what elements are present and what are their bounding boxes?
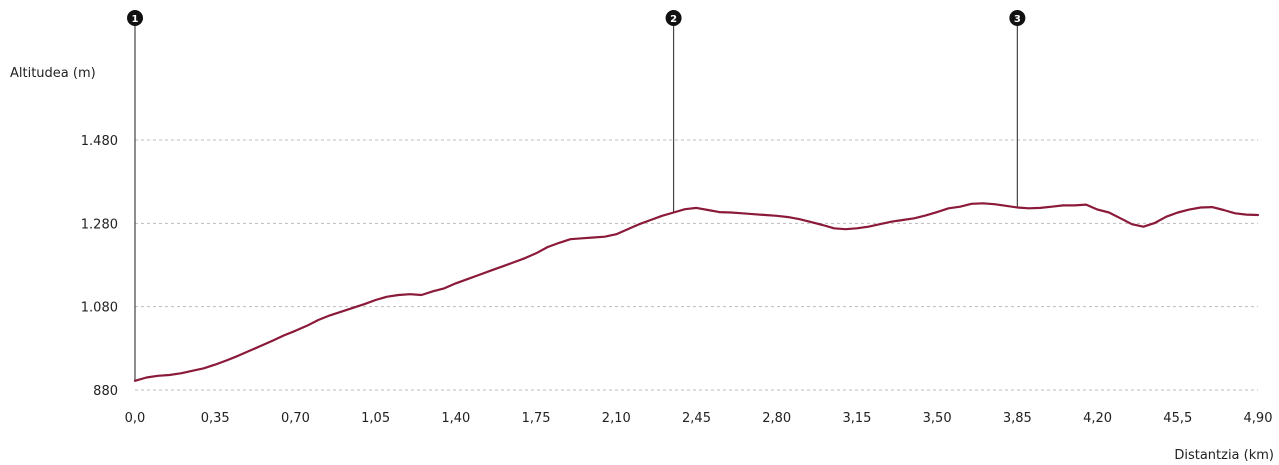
y-tick-label: 1.280 <box>81 217 118 232</box>
waypoint-badge <box>665 10 682 26</box>
x-tick-label: 1,05 <box>361 411 390 426</box>
x-tick-label: 3,85 <box>1003 411 1032 426</box>
waypoint-marker-1: 1 <box>127 10 143 381</box>
y-tick-label: 1.480 <box>81 134 118 149</box>
x-tick-label: 1,40 <box>441 411 470 426</box>
x-tick-labels: 0,0 0,35 0,70 1,05 1,40 1,75 2,10 2,45 2,80 3,15 3… <box>125 411 1273 426</box>
x-tick-label: 0,70 <box>281 411 310 426</box>
x-axis-label: Distantzia (km) <box>1174 448 1274 463</box>
waypoint-number: 2 <box>670 14 677 25</box>
waypoint-marker-2: 2 <box>665 10 682 213</box>
y-tick-label: 880 <box>93 384 118 399</box>
x-tick-label: 2,80 <box>762 411 791 426</box>
y-axis-label: Altitudea (m) <box>10 66 96 81</box>
waypoint-markers: 1 2 3 <box>127 10 1026 381</box>
x-tick-label: 0,0 <box>125 411 146 426</box>
waypoint-marker-3: 3 <box>1009 10 1026 208</box>
x-tick-label: 3,15 <box>842 411 871 426</box>
x-tick-label: 1,75 <box>522 411 551 426</box>
x-tick-label: 0,35 <box>201 411 230 426</box>
waypoint-number: 3 <box>1014 14 1021 25</box>
x-tick-label: 2,10 <box>602 411 631 426</box>
x-tick-label: 4,90 <box>1244 411 1273 426</box>
waypoint-badge <box>127 10 143 26</box>
elevation-series-line <box>133 202 1260 382</box>
waypoint-number: 1 <box>132 14 139 25</box>
x-tick-label: 3,50 <box>923 411 952 426</box>
waypoint-badge <box>1009 10 1026 26</box>
grid-lines <box>135 139 1258 391</box>
x-tick-label: 4,20 <box>1083 411 1112 426</box>
y-tick-labels: 880 1.080 1.280 1.480 <box>81 134 118 399</box>
x-tick-label: 2,45 <box>682 411 711 426</box>
x-tick-label: 45,5 <box>1163 411 1192 426</box>
y-tick-label: 1.080 <box>81 301 118 316</box>
